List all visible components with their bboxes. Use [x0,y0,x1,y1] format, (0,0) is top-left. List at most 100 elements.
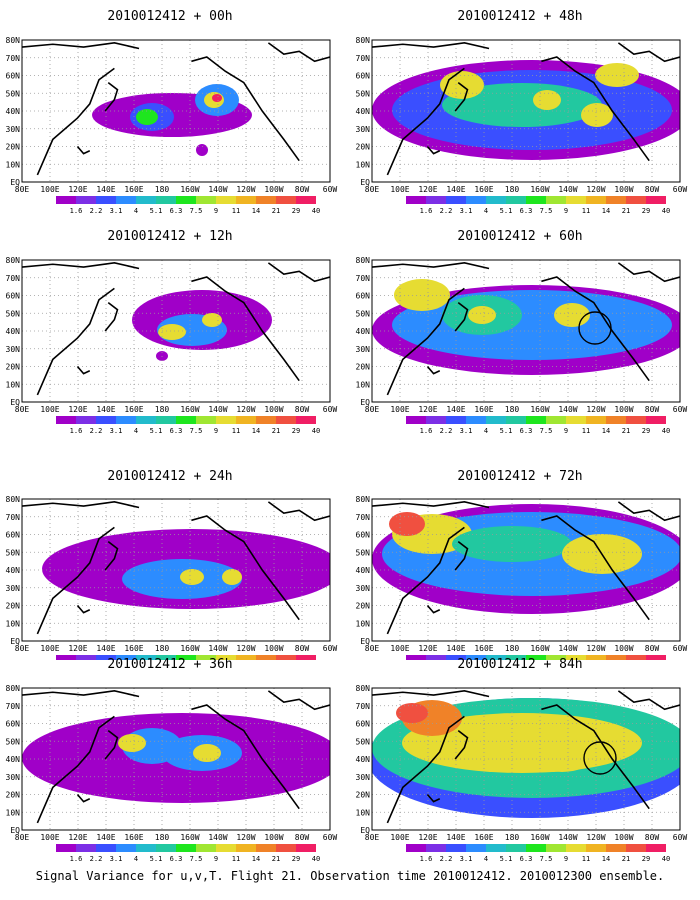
longitude-label: 120E [418,833,437,842]
latitude-label: EQ [10,826,20,835]
field-contour [595,63,639,87]
legend-label: 11 [582,855,590,863]
legend-swatch [566,844,586,852]
longitude-label: 100W [614,185,633,194]
legend-swatch [256,844,276,852]
legend-swatch [136,655,156,663]
legend-label: 7.5 [540,855,553,863]
latitude-label: EQ [360,826,370,835]
longitude-label: 120W [236,833,255,842]
latitude-label: 60N [6,720,21,729]
latitude-label: 50N [6,89,21,98]
longitude-label: 100E [390,644,409,653]
legend-swatch [156,655,176,663]
longitude-label: 160E [124,405,143,414]
longitude-label: 100W [614,644,633,653]
legend-swatch [446,416,466,424]
field-contour [581,103,613,127]
legend-label: 9 [214,427,218,435]
coastline [22,42,140,50]
latitude-label: 40N [6,327,21,336]
legend-label: 14 [252,207,260,215]
coastline [386,526,465,635]
longitude-label: 80W [295,405,310,414]
panel-title: 2010012412 + 00h [107,9,233,24]
legend-swatch [506,844,526,852]
legend-swatch [156,416,176,424]
legend-swatch [276,416,296,424]
longitude-label: 140E [446,185,465,194]
legend-label: 1.6 [70,427,83,435]
field-contour [222,569,242,585]
map-plot-24h: EQ 10N 20N 30N 40N 50N 60N 70N 80N 80E 100E 120E 140… [6,495,338,674]
coastline [426,365,441,375]
legend-swatch [196,416,216,424]
latitude-label: 80N [6,495,21,504]
longitude-label: 60W [673,185,688,194]
latitude-label: 10N [6,619,21,628]
legend-label: 40 [662,207,670,215]
legend-swatch [256,196,276,204]
legend-swatch [276,844,296,852]
legend-label: 2.2 [440,855,453,863]
coastline [191,515,300,621]
map-plot-00h: EQ 10N 20N 30N 40N 50N 60N 70N 80N 80E 100E 120E 140… [6,36,338,215]
legend-label: 40 [312,207,320,215]
longitude-label: 80E [15,405,30,414]
legend-swatch [626,196,646,204]
latitude-label: 50N [356,548,371,557]
coastline [541,704,650,810]
longitude-label: 140E [446,644,465,653]
signal-variance-field [372,499,680,641]
legend-label: 14 [602,207,610,215]
signal-variance-field [372,260,680,402]
panel-title: 2010012412 + 48h [457,9,583,24]
legend-swatch [526,196,546,204]
signal-variance-field [372,40,680,182]
longitude-label: 180 [155,405,170,414]
legend-swatch [76,655,96,663]
latitude-label: 40N [356,107,371,116]
coastline [617,501,680,522]
latitude-label: EQ [10,398,20,407]
legend-swatch [646,655,666,663]
legend-label: 21 [622,207,630,215]
legend-swatch [76,196,96,204]
legend-swatch [56,196,76,204]
latitude-label: EQ [360,637,370,646]
latitude-label: 50N [6,737,21,746]
legend-label: 14 [602,427,610,435]
observation-target-circle [578,311,612,345]
coastline [372,262,490,270]
longitude-label: 140E [96,833,115,842]
legend-swatch [276,655,296,663]
panel-48h: 2010012412 + 48h EQ 10N 20N 30N 40N 50N 60N 70N… [350,0,690,220]
legend-swatch [606,655,626,663]
latitude-label: 70N [6,54,21,63]
legend-swatch [296,844,316,852]
longitude-label: 80E [365,185,380,194]
field-contour [468,306,496,324]
latitude-label: 20N [356,602,371,611]
longitude-label: 80E [365,833,380,842]
longitude-label: 60W [673,405,688,414]
legend-label: 14 [252,427,260,435]
legend-swatch [156,196,176,204]
legend-swatch [406,196,426,204]
longitude-label: 160E [124,644,143,653]
longitude-label: 120E [418,644,437,653]
panel-title: 2010012412 + 84h [457,657,583,672]
longitude-label: 80W [645,833,660,842]
latitude-label: 60N [356,720,371,729]
legend-label: 9 [564,427,568,435]
legend-swatch [606,196,626,204]
legend-swatch [426,844,446,852]
legend-swatch [236,655,256,663]
legend-swatch [296,416,316,424]
longitude-label: 60W [323,833,338,842]
longitude-label: 160W [180,644,199,653]
longitude-label: 120E [68,833,87,842]
legend-swatch [466,196,486,204]
legend-swatch [646,416,666,424]
coastline [76,793,91,803]
